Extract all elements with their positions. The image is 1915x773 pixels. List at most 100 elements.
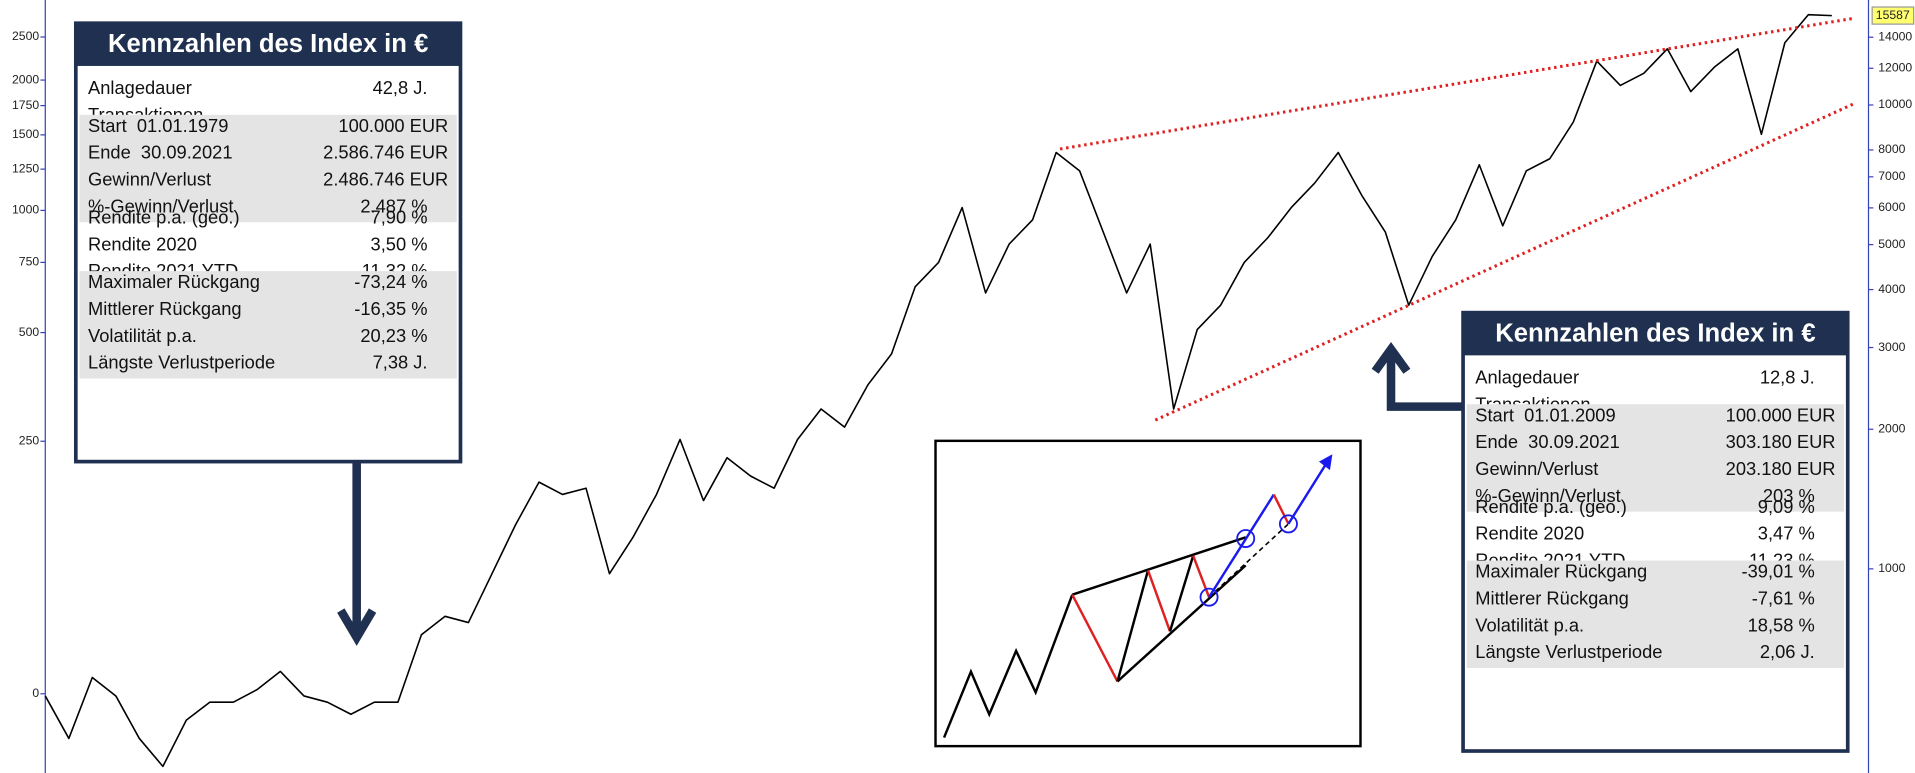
arrow-head xyxy=(337,608,377,646)
y2-tick-label: 750 xyxy=(19,255,40,269)
row-value: -39,01 % xyxy=(1742,561,1815,582)
row-value: 303.180 EUR xyxy=(1726,431,1836,452)
row-value: 2,06 J. xyxy=(1760,641,1815,662)
inset-pullback xyxy=(1272,494,1290,525)
row-label: Mittlerer Rückgang xyxy=(1475,587,1629,608)
row-label: %-Gewinn/Verlust xyxy=(1475,485,1620,506)
row-value: 203.180 EUR xyxy=(1726,458,1836,479)
y-tick-label: 1000 xyxy=(1878,561,1905,575)
row-label: Rendite p.a. (geo.) xyxy=(88,206,240,227)
y-tick-label: 7000 xyxy=(1878,169,1905,183)
row-label: Ende 30.09.2021 xyxy=(88,142,232,163)
row-value: 12,8 J. xyxy=(1760,366,1815,387)
row-value: 203 % xyxy=(1763,485,1815,506)
row-value: -7,61 % xyxy=(1752,587,1815,608)
inset-frame xyxy=(934,439,1362,748)
row-label: %-Gewinn/Verlust xyxy=(88,195,233,216)
row-value: -16,35 % xyxy=(354,298,427,319)
y2-tick-label: 1250 xyxy=(12,161,39,175)
kpi-panel: Kennzahlen des Index in € Anlagedauer 42,8… xyxy=(73,21,463,464)
row-value: 2.586.746 EUR xyxy=(323,142,448,163)
row-value: 42,8 J. xyxy=(373,77,428,98)
y-tick-label: 8000 xyxy=(1878,142,1905,156)
row-label: Längste Verlustperiode xyxy=(1475,641,1662,662)
panel-body xyxy=(1463,312,1848,752)
row-value: 2.487 % xyxy=(360,195,427,216)
y2-tick-label: 250 xyxy=(19,433,40,447)
inset-circle xyxy=(1278,514,1298,534)
y-tick-label: 14000 xyxy=(1878,29,1912,43)
y2-tick-label: 0 xyxy=(32,686,39,700)
inset-up xyxy=(1168,555,1195,632)
row-label: Längste Verlustperiode xyxy=(88,352,275,373)
last-value-label: 15587 xyxy=(1876,8,1910,22)
row-value: 7,38 J. xyxy=(373,352,428,373)
row-label: Rendite 2020 xyxy=(1475,523,1584,544)
row-value: 3,47 % xyxy=(1758,523,1815,544)
row-value: 100.000 EUR xyxy=(1726,404,1836,425)
panel-title: Kennzahlen des Index in € xyxy=(108,30,428,58)
y2-tick-label: 2500 xyxy=(12,29,39,43)
y2-tick-label: 1500 xyxy=(12,127,39,141)
y2-tick-label: 500 xyxy=(19,325,40,339)
row-value: 100.000 EUR xyxy=(338,115,448,136)
row-label: Maximaler Rückgang xyxy=(88,271,260,292)
row-value: 2.486.746 EUR xyxy=(323,169,448,190)
row-value: 3,50 % xyxy=(371,233,428,254)
y2-tick-label: 1750 xyxy=(12,98,39,112)
inset-upper xyxy=(1071,536,1247,596)
row-label: Maximaler Rückgang xyxy=(1475,561,1647,582)
row-shading xyxy=(1466,560,1845,668)
row-label: Start 01.01.2009 xyxy=(1475,404,1615,425)
row-value: 18,58 % xyxy=(1748,614,1815,635)
inset-up xyxy=(1116,569,1150,682)
row-label: Mittlerer Rückgang xyxy=(88,298,242,319)
inset-circle xyxy=(1199,587,1219,607)
y-tick-label: 2000 xyxy=(1878,421,1905,435)
pattern-inset xyxy=(934,439,1362,748)
arrows xyxy=(337,341,1466,646)
arrow-shaft xyxy=(1386,354,1466,411)
inset-down xyxy=(1146,569,1172,632)
y-tick-label: 6000 xyxy=(1878,200,1905,214)
inset-dashed xyxy=(1208,523,1289,598)
row-label: Rendite p.a. (geo.) xyxy=(1475,496,1627,517)
y-tick-label: 4000 xyxy=(1878,282,1905,296)
arrow-head xyxy=(1371,341,1411,374)
panel-header xyxy=(75,23,461,66)
row-label: Gewinn/Verlust xyxy=(1475,458,1598,479)
row-label: Rendite 2020 xyxy=(88,233,197,254)
row-label: Anlagedauer xyxy=(1475,366,1579,387)
y-tick-label: 10000 xyxy=(1878,97,1912,111)
inset-down xyxy=(1192,555,1211,598)
panel-title: Kennzahlen des Index in € xyxy=(1495,319,1815,347)
panel-body xyxy=(75,23,461,462)
panel-border xyxy=(1461,310,1850,753)
row-shading xyxy=(1466,404,1845,512)
y-tick-label: 5000 xyxy=(1878,237,1905,251)
row-value: 20,23 % xyxy=(360,325,427,346)
inset-arrowhead xyxy=(1318,454,1333,471)
row-value: 7,90 % xyxy=(371,206,428,227)
inset-circle xyxy=(1236,529,1256,548)
panel-border xyxy=(73,21,463,464)
row-label: Start 01.01.1979 xyxy=(88,115,228,136)
row-shading xyxy=(79,271,457,379)
row-label: Gewinn/Verlust xyxy=(88,169,211,190)
last-value-box xyxy=(1871,6,1915,25)
panel-header xyxy=(1463,312,1848,356)
y2-tick-label: 2000 xyxy=(12,72,39,86)
row-label: Volatilität p.a. xyxy=(88,325,197,346)
y2-tick-label: 1000 xyxy=(12,203,39,217)
kpi-panel: Kennzahlen des Index in € Anlagedauer 12,8… xyxy=(1461,310,1850,753)
row-label: Ende 30.09.2021 xyxy=(1475,431,1619,452)
row-value: -73,24 % xyxy=(354,271,427,292)
row-label: Anlagedauer xyxy=(88,77,192,98)
row-value: 9,09 % xyxy=(1758,496,1815,517)
y-tick-label: 12000 xyxy=(1878,60,1912,74)
inset-breakout xyxy=(1287,460,1329,525)
price-line xyxy=(44,13,1832,768)
y-tick-label: 3000 xyxy=(1878,340,1905,354)
panels: Kennzahlen des Index in € Anlagedauer 42,8… xyxy=(73,21,1850,753)
